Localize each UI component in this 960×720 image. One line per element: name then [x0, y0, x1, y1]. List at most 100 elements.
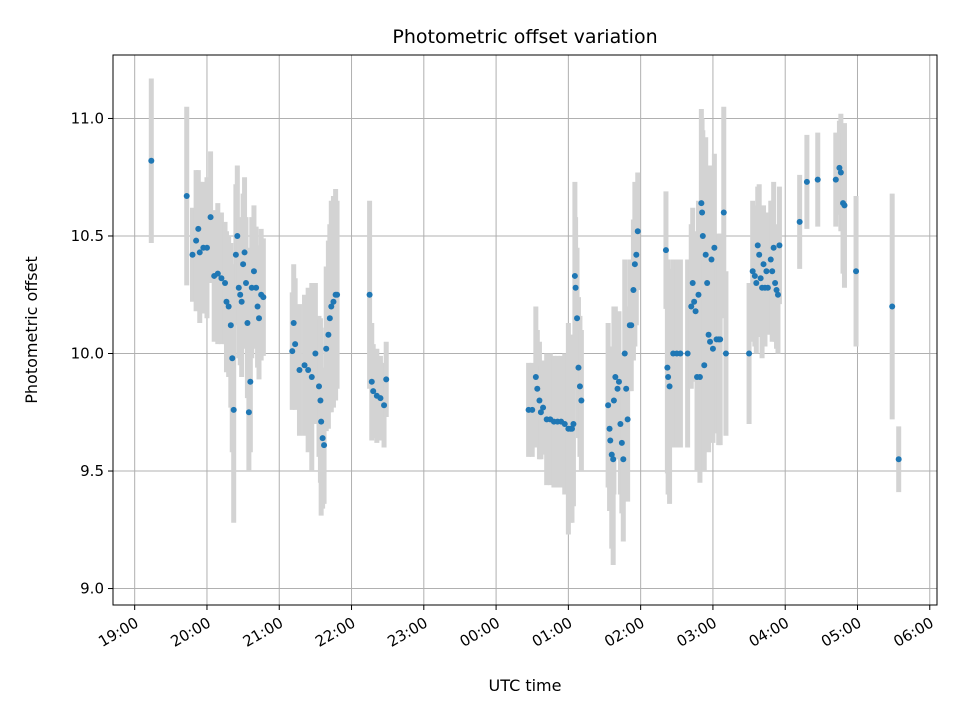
data-point: [568, 425, 575, 432]
data-point: [606, 425, 613, 432]
data-point: [256, 315, 263, 322]
data-point: [254, 303, 261, 310]
data-point: [234, 232, 241, 239]
data-point: [561, 421, 568, 428]
data-point: [323, 345, 330, 352]
data-point: [608, 451, 615, 458]
data-point: [610, 456, 617, 463]
x-tick-label: 03:00: [673, 614, 719, 651]
data-point: [722, 350, 729, 357]
data-point: [368, 378, 375, 385]
data-point: [570, 421, 577, 428]
x-tick-label: 00:00: [457, 614, 503, 651]
data-point: [572, 284, 579, 291]
data-point: [688, 303, 695, 310]
data-point: [290, 319, 297, 326]
data-point: [753, 279, 760, 286]
data-point: [696, 374, 703, 381]
data-point: [607, 437, 614, 444]
point-layer: [148, 157, 902, 463]
data-point: [631, 261, 638, 268]
data-point: [689, 279, 696, 286]
data-point: [709, 345, 716, 352]
data-point: [289, 348, 296, 355]
x-tick-label: 02:00: [601, 614, 647, 651]
data-point: [245, 409, 252, 416]
data-point: [630, 287, 637, 294]
data-point: [203, 244, 210, 251]
data-point: [628, 322, 635, 329]
data-point: [618, 439, 625, 446]
data-point: [244, 319, 251, 326]
y-tick-label: 9.5: [80, 462, 104, 480]
data-point: [701, 362, 708, 369]
data-point: [814, 176, 821, 183]
data-point: [634, 228, 641, 235]
data-point: [334, 291, 341, 298]
data-point: [325, 331, 332, 338]
y-axis-label: Photometric offset: [22, 256, 41, 404]
data-point: [232, 251, 239, 258]
data-point: [677, 350, 684, 357]
data-point: [617, 421, 624, 428]
data-point: [624, 416, 631, 423]
data-point: [605, 402, 612, 409]
data-point: [720, 209, 727, 216]
data-point: [746, 350, 753, 357]
x-tick-label: 04:00: [746, 614, 792, 651]
data-point: [763, 268, 770, 275]
data-point: [218, 275, 225, 282]
data-point: [529, 406, 536, 413]
data-point: [614, 385, 621, 392]
data-point: [532, 374, 539, 381]
data-point: [754, 242, 761, 249]
data-point: [292, 341, 299, 348]
data-point: [578, 397, 585, 404]
data-point: [803, 178, 810, 185]
data-point: [318, 418, 325, 425]
x-tick-label: 23:00: [384, 614, 430, 651]
data-point: [227, 322, 234, 329]
data-point: [895, 456, 902, 463]
data-point: [237, 291, 244, 298]
data-point: [756, 251, 763, 258]
data-point: [774, 291, 781, 298]
data-point: [699, 232, 706, 239]
data-point: [633, 251, 640, 258]
chart-title: Photometric offset variation: [392, 26, 657, 48]
data-point: [308, 374, 315, 381]
y-tick-label: 9.0: [80, 580, 104, 598]
data-point: [540, 404, 547, 411]
data-point: [708, 256, 715, 263]
data-point: [366, 291, 373, 298]
data-point: [229, 355, 236, 362]
data-point: [704, 279, 711, 286]
data-point: [326, 315, 333, 322]
data-point: [837, 169, 844, 176]
data-point: [889, 303, 896, 310]
data-point: [610, 397, 617, 404]
data-point: [222, 279, 229, 286]
data-point: [207, 214, 214, 221]
x-tick-label: 06:00: [890, 614, 936, 651]
data-point: [717, 336, 724, 343]
data-point: [301, 362, 308, 369]
x-tick-label: 22:00: [312, 614, 358, 651]
data-point: [772, 279, 779, 286]
data-point: [195, 225, 202, 232]
data-point: [328, 303, 335, 310]
data-point: [574, 315, 581, 322]
data-point: [776, 242, 783, 249]
data-point: [193, 237, 200, 244]
data-point: [623, 385, 630, 392]
data-point: [698, 200, 705, 207]
grid-layer: [113, 55, 937, 605]
y-tick-label: 11.0: [71, 109, 104, 127]
data-point: [571, 272, 578, 279]
data-point: [242, 279, 249, 286]
y-tick-label: 10.5: [71, 227, 104, 245]
data-point: [615, 378, 622, 385]
y-tick-label: 10.0: [71, 345, 104, 363]
data-point: [773, 287, 780, 294]
